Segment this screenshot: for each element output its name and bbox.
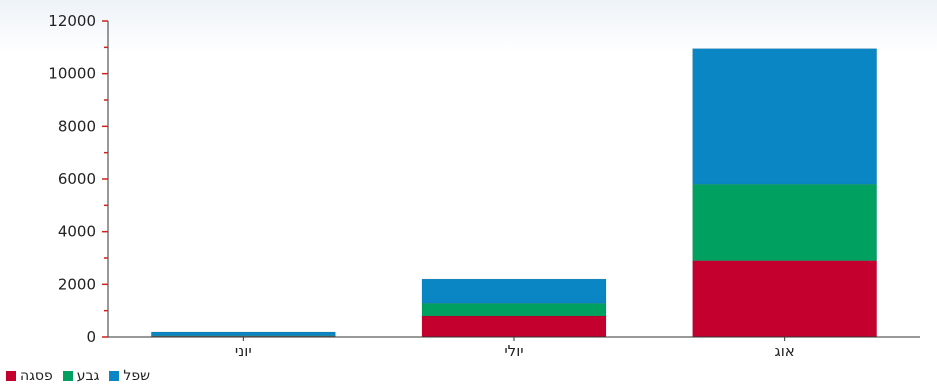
bar-2-series-2 (692, 48, 878, 185)
x-tick-label-2: אוג (775, 342, 795, 360)
y-tick-label-1: 2000 (58, 275, 96, 293)
legend-label-1: גבע (76, 368, 100, 384)
legend-swatch-1 (62, 371, 73, 381)
y-tick-label-0: 0 (86, 328, 96, 346)
bar-1-series-2 (421, 278, 607, 304)
y-tick-label-3: 6000 (58, 170, 96, 188)
x-tick-label-0: יוני (235, 342, 252, 360)
legend-swatch-0 (6, 371, 16, 381)
bar-2-series-0 (692, 260, 878, 338)
x-axis: יוני יולי אוג (108, 336, 920, 360)
y-tick-label-4: 8000 (58, 117, 96, 135)
legend-item-1[interactable]: גבע (62, 368, 100, 384)
bar-0-series-2 (150, 331, 336, 337)
bar-2-series-1 (692, 183, 878, 262)
x-tick-label-1: יולי (504, 342, 523, 360)
bar-1-series-0 (421, 315, 607, 338)
bar-1-series-1 (421, 302, 607, 317)
legend-label-2: שפל (123, 368, 151, 384)
bars-group (150, 48, 878, 338)
legend-swatch-2 (109, 371, 120, 381)
y-tick-label-6: 12000 (48, 12, 96, 30)
legend-item-2[interactable]: שפל (109, 368, 150, 384)
legend-item-0[interactable]: פסגה (6, 368, 53, 384)
y-axis: 0 2000 4000 6000 8000 10000 12000 (48, 12, 109, 346)
legend-label-0: פסגה (20, 368, 53, 384)
legend: פסגה גבע שפל (6, 366, 150, 386)
y-tick-label-2: 4000 (58, 223, 96, 241)
y-tick-label-5: 10000 (48, 65, 96, 83)
